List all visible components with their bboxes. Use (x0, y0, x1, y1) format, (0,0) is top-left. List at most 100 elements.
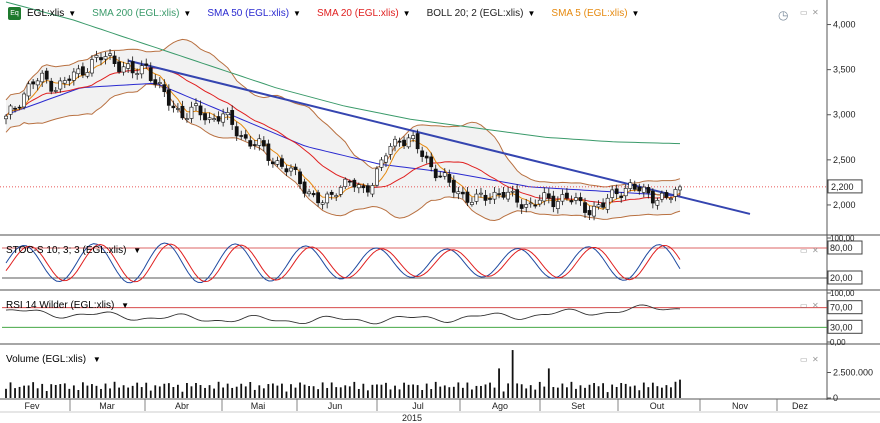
candle-up (108, 53, 112, 56)
sma20-line (5, 67, 681, 204)
minimize-icon[interactable]: ▭ (800, 8, 808, 17)
candle-down (261, 140, 266, 147)
candle-up (574, 197, 578, 201)
chevron-down-icon[interactable]: ▼ (402, 9, 411, 18)
minimize-icon[interactable]: ▭ (800, 355, 808, 364)
candle-up (411, 135, 416, 139)
close-icon[interactable]: ✕ (812, 8, 819, 17)
candle-up (221, 113, 226, 123)
candle-up (212, 118, 216, 120)
volume-bar (136, 382, 139, 398)
volume-bar (32, 382, 35, 398)
rsi-tick-label: 70,00 (830, 303, 853, 313)
volume-bar (371, 384, 374, 398)
volume-bar (326, 387, 329, 398)
volume-bar (452, 386, 455, 398)
candle-down (569, 200, 574, 203)
minimize-icon[interactable]: ▭ (800, 246, 808, 255)
candle-down (429, 156, 434, 168)
candle-down (546, 193, 551, 199)
candle-up (121, 66, 126, 73)
candle-up (379, 159, 384, 168)
candle-up (289, 167, 293, 172)
volume-bar (493, 387, 496, 398)
chevron-down-icon[interactable]: ▼ (527, 9, 536, 18)
volume-bar (244, 386, 247, 398)
volume-bar (45, 390, 48, 398)
candle-down (230, 110, 235, 125)
chevron-down-icon[interactable]: ▼ (183, 9, 192, 18)
chevron-down-icon[interactable]: ▼ (68, 9, 77, 18)
volume-bar (222, 387, 225, 398)
volume-bar (615, 386, 618, 398)
volume-bar (543, 386, 546, 398)
close-icon[interactable]: ✕ (812, 301, 819, 310)
candle-down (646, 187, 651, 194)
candle-down (31, 81, 36, 85)
volume-bar (584, 387, 586, 398)
volume-label[interactable]: Volume (EGL:xlis) (6, 354, 87, 365)
indicator-sma5[interactable]: SMA 5 (EGL:xlis) (551, 8, 628, 19)
volume-bar (172, 387, 175, 398)
candle-down (316, 192, 321, 204)
volume-bar (430, 389, 433, 398)
volume-bar (335, 387, 338, 398)
stoch-label[interactable]: STOC-S 10; 3; 3 (EGL:xlis) (6, 245, 127, 256)
volume-bar (23, 385, 25, 398)
indicator-sma200[interactable]: SMA 200 (EGL:xlis) (92, 8, 180, 19)
candle-down (203, 113, 207, 121)
volume-bar (167, 383, 170, 398)
volume-bar (520, 384, 523, 398)
minimize-icon[interactable]: ▭ (800, 301, 808, 310)
chevron-down-icon[interactable]: ▼ (92, 355, 101, 364)
candle-up (135, 73, 140, 75)
chevron-down-icon[interactable]: ▼ (631, 9, 640, 18)
volume-bar (140, 387, 143, 398)
candle-up (175, 108, 180, 110)
candle-up (542, 192, 547, 202)
indicator-sma50[interactable]: SMA 50 (EGL:xlis) (207, 8, 290, 19)
volume-bar (181, 391, 184, 398)
candle-up (596, 204, 601, 208)
rsi-panel-header: RSI 14 Wilder (EGL:xlis) ▼ (6, 300, 129, 311)
volume-bar (525, 388, 528, 398)
candle-down (44, 70, 49, 80)
candle-down (298, 171, 302, 185)
candle-up (94, 55, 99, 58)
volume-bar (317, 389, 320, 398)
volume-bar (208, 385, 211, 398)
volume-bar (303, 384, 306, 398)
candle-down (17, 106, 22, 109)
indicator-boll[interactable]: BOLL 20; 2 (EGL:xlis) (426, 8, 524, 19)
symbol-label[interactable]: EGL:xlis (27, 8, 65, 19)
volume-bar (534, 389, 537, 398)
volume-bar (434, 381, 437, 398)
indicator-sma20[interactable]: SMA 20 (EGL:xlis) (316, 8, 399, 19)
clock-icon[interactable]: ◷ (778, 8, 789, 22)
candle-down (397, 140, 402, 143)
volume-bar (190, 386, 193, 398)
candle-down (180, 105, 185, 119)
sma5-line (5, 56, 681, 210)
chevron-down-icon[interactable]: ▼ (121, 301, 130, 310)
volume-bar (502, 391, 505, 398)
volume-bar (163, 383, 166, 398)
rsi-tick-label: 30,00 (830, 322, 853, 332)
candle-up (388, 145, 393, 155)
candle-down (614, 188, 619, 195)
volume-bar (54, 384, 57, 398)
close-icon[interactable]: ✕ (812, 246, 819, 255)
candle-down (293, 166, 298, 170)
chevron-down-icon[interactable]: ▼ (293, 9, 301, 18)
volume-bar (195, 382, 197, 398)
close-icon[interactable]: ✕ (812, 355, 819, 364)
candle-up (641, 186, 646, 193)
candle-up (139, 65, 144, 75)
chevron-down-icon[interactable]: ▼ (133, 246, 142, 255)
rsi-label[interactable]: RSI 14 Wilder (EGL:xlis) (6, 300, 115, 311)
candle-down (451, 179, 456, 193)
volume-bar (258, 385, 261, 398)
volume-bar (59, 384, 62, 398)
volume-bar (674, 381, 677, 398)
